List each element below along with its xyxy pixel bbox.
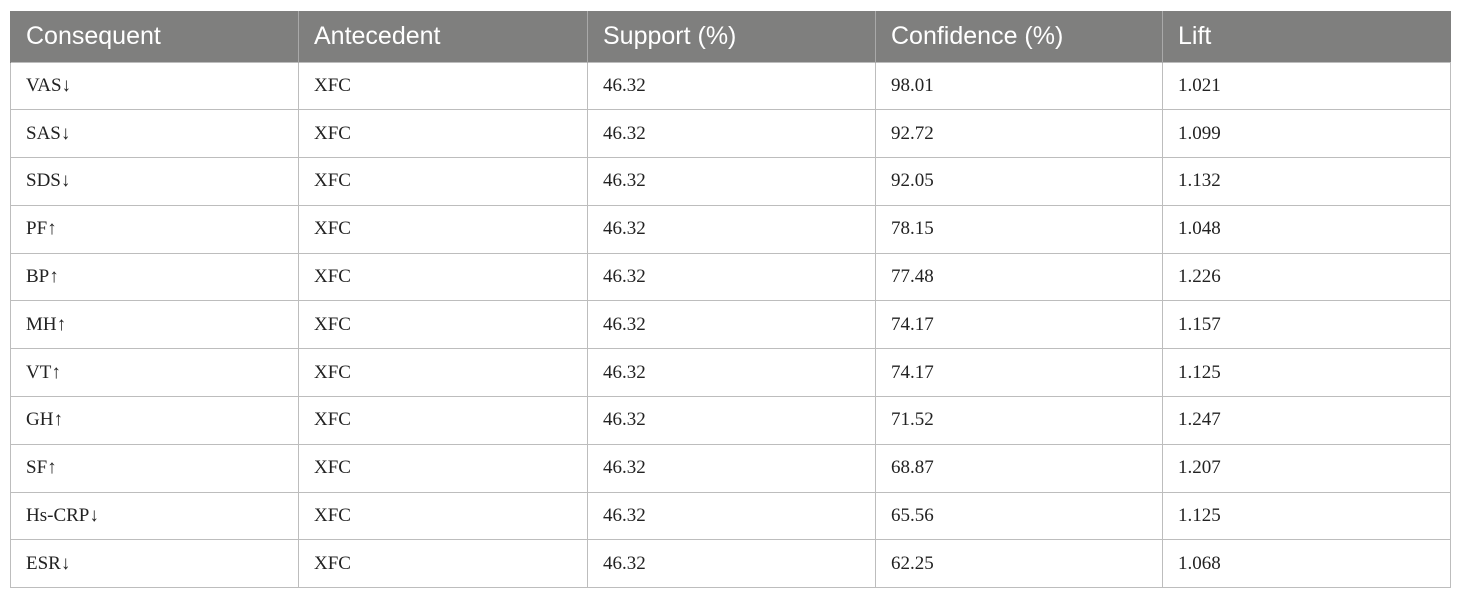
cell-antecedent: XFC [298, 109, 588, 159]
table-row: GH↑ XFC 46.32 71.52 1.247 [10, 396, 1451, 445]
cell-consequent: VAS↓ [10, 61, 299, 111]
cell-lift: 1.157 [1162, 300, 1451, 350]
cell-support: 46.32 [587, 109, 876, 159]
table-row: MH↑ XFC 46.32 74.17 1.157 [10, 300, 1451, 350]
cell-lift: 1.247 [1162, 396, 1451, 445]
cell-consequent: VT↑ [10, 348, 299, 398]
cell-lift: 1.207 [1162, 443, 1451, 493]
cell-consequent: MH↑ [10, 300, 299, 350]
table-row: PF↑ XFC 46.32 78.15 1.048 [10, 204, 1451, 254]
cell-consequent: BP↑ [10, 252, 299, 302]
cell-lift: 1.068 [1162, 539, 1451, 589]
data-table: Consequent Antecedent Support (%) Confid… [10, 11, 1451, 589]
cell-consequent: ESR↓ [10, 539, 299, 589]
table-row: ESR↓ XFC 46.32 62.25 1.068 [10, 539, 1451, 589]
cell-confidence: 92.72 [875, 109, 1163, 159]
table-row: SAS↓ XFC 46.32 92.72 1.099 [10, 109, 1451, 159]
table-row: SDS↓ XFC 46.32 92.05 1.132 [10, 157, 1451, 206]
cell-antecedent: XFC [298, 61, 588, 111]
cell-consequent: PF↑ [10, 204, 299, 254]
cell-support: 46.32 [587, 348, 876, 398]
cell-antecedent: XFC [298, 396, 588, 445]
cell-consequent: SAS↓ [10, 109, 299, 159]
cell-antecedent: XFC [298, 443, 588, 493]
cell-support: 46.32 [587, 252, 876, 302]
cell-support: 46.32 [587, 539, 876, 589]
cell-support: 46.32 [587, 443, 876, 493]
cell-confidence: 71.52 [875, 396, 1163, 445]
cell-antecedent: XFC [298, 204, 588, 254]
cell-lift: 1.099 [1162, 109, 1451, 159]
cell-antecedent: XFC [298, 491, 588, 541]
cell-lift: 1.125 [1162, 491, 1451, 541]
cell-support: 46.32 [587, 300, 876, 350]
cell-confidence: 65.56 [875, 491, 1163, 541]
table-row: VAS↓ XFC 46.32 98.01 1.021 [10, 61, 1451, 111]
cell-consequent: Hs-CRP↓ [10, 491, 299, 541]
cell-lift: 1.226 [1162, 252, 1451, 302]
cell-lift: 1.125 [1162, 348, 1451, 398]
header-lift: Lift [1162, 11, 1451, 62]
header-consequent: Consequent [10, 11, 299, 62]
cell-support: 46.32 [587, 61, 876, 111]
cell-antecedent: XFC [298, 157, 588, 206]
association-rules-table: Consequent Antecedent Support (%) Confid… [10, 11, 1451, 589]
cell-confidence: 92.05 [875, 157, 1163, 206]
cell-lift: 1.021 [1162, 61, 1451, 111]
cell-support: 46.32 [587, 204, 876, 254]
cell-antecedent: XFC [298, 539, 588, 589]
cell-support: 46.32 [587, 491, 876, 541]
cell-consequent: GH↑ [10, 396, 299, 445]
cell-antecedent: XFC [298, 252, 588, 302]
header-support: Support (%) [587, 11, 876, 62]
cell-confidence: 98.01 [875, 61, 1163, 111]
cell-antecedent: XFC [298, 300, 588, 350]
table-row: SF↑ XFC 46.32 68.87 1.207 [10, 443, 1451, 493]
cell-support: 46.32 [587, 396, 876, 445]
cell-antecedent: XFC [298, 348, 588, 398]
cell-confidence: 68.87 [875, 443, 1163, 493]
cell-confidence: 78.15 [875, 204, 1163, 254]
table-row: Hs-CRP↓ XFC 46.32 65.56 1.125 [10, 491, 1451, 541]
cell-consequent: SF↑ [10, 443, 299, 493]
table-row: BP↑ XFC 46.32 77.48 1.226 [10, 252, 1451, 302]
table-row: VT↑ XFC 46.32 74.17 1.125 [10, 348, 1451, 398]
cell-confidence: 74.17 [875, 348, 1163, 398]
cell-confidence: 62.25 [875, 539, 1163, 589]
cell-support: 46.32 [587, 157, 876, 206]
cell-consequent: SDS↓ [10, 157, 299, 206]
header-confidence: Confidence (%) [875, 11, 1163, 62]
cell-confidence: 77.48 [875, 252, 1163, 302]
cell-lift: 1.132 [1162, 157, 1451, 206]
cell-confidence: 74.17 [875, 300, 1163, 350]
header-antecedent: Antecedent [298, 11, 588, 62]
cell-lift: 1.048 [1162, 204, 1451, 254]
header-row: Consequent Antecedent Support (%) Confid… [10, 11, 1451, 62]
